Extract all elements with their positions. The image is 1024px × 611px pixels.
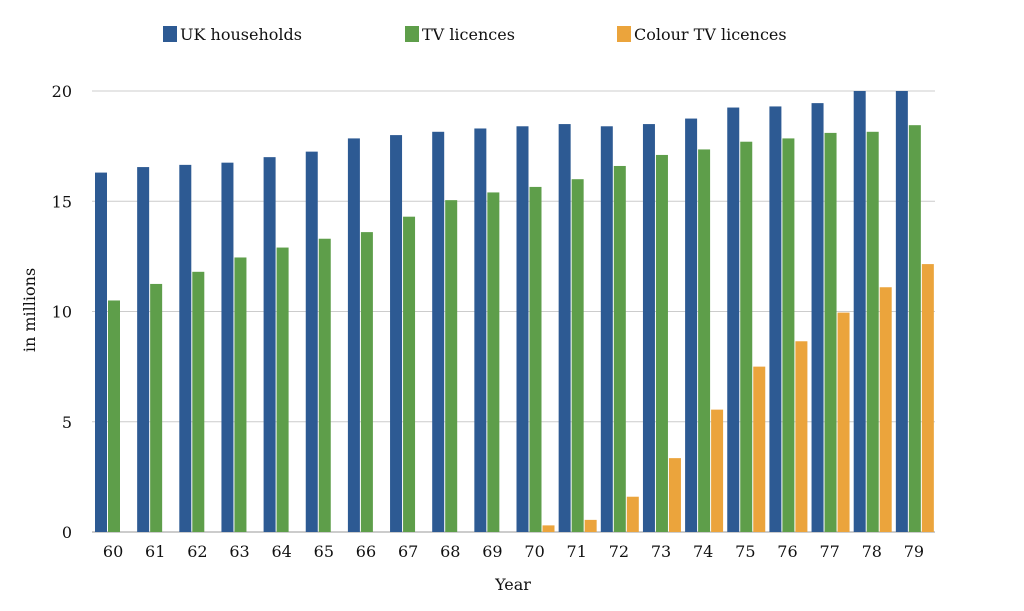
x-tick-label: 64 bbox=[271, 542, 291, 561]
bar-tv-licences bbox=[655, 154, 668, 532]
y-tick-label: 10 bbox=[52, 303, 72, 322]
x-tick-label: 74 bbox=[693, 542, 713, 561]
bar-tv-licences bbox=[740, 141, 753, 532]
bar-tv-licences bbox=[150, 283, 163, 532]
x-tick-label: 66 bbox=[356, 542, 376, 561]
x-tick-label: 67 bbox=[398, 542, 418, 561]
y-axis-ticks: 0 5 10 15 20 bbox=[52, 82, 72, 542]
x-tick-label: 68 bbox=[440, 542, 460, 561]
bar-uk-households bbox=[811, 103, 824, 532]
y-axis-label: in millions bbox=[20, 268, 39, 352]
bar-uk-households bbox=[600, 126, 613, 532]
bar-uk-households bbox=[685, 118, 698, 532]
bar-tv-licences bbox=[318, 238, 331, 533]
bar-uk-households bbox=[347, 138, 360, 532]
bar-uk-households bbox=[432, 131, 445, 533]
x-tick-label: 73 bbox=[651, 542, 671, 561]
bar-tv-licences bbox=[234, 257, 247, 532]
y-tick-label: 20 bbox=[52, 82, 72, 101]
bar-uk-households bbox=[769, 106, 782, 532]
bar-colour-tv-licences bbox=[879, 287, 892, 532]
legend-swatch bbox=[617, 26, 631, 42]
x-tick-label: 65 bbox=[314, 542, 334, 561]
bar-tv-licences bbox=[276, 247, 289, 532]
bar-uk-households bbox=[305, 151, 318, 532]
x-tick-label: 69 bbox=[482, 542, 502, 561]
bar-tv-licences bbox=[403, 216, 416, 532]
y-tick-label: 15 bbox=[52, 192, 72, 211]
y-tick-label: 5 bbox=[62, 413, 72, 432]
bar-uk-households bbox=[95, 172, 107, 532]
x-tick-label: 62 bbox=[187, 542, 207, 561]
x-tick-label: 63 bbox=[229, 542, 249, 561]
legend-swatch bbox=[405, 26, 419, 42]
legend-label: Colour TV licences bbox=[634, 25, 787, 44]
bar-tv-licences bbox=[824, 132, 837, 532]
bar-tv-licences bbox=[445, 200, 458, 532]
x-tick-label: 72 bbox=[609, 542, 629, 561]
bar-uk-households bbox=[516, 126, 529, 532]
bar-tv-licences bbox=[192, 271, 205, 532]
bar-colour-tv-licences bbox=[795, 341, 808, 532]
bar-tv-licences bbox=[529, 186, 542, 533]
bar-tv-licences bbox=[487, 192, 500, 532]
bar-uk-households bbox=[895, 91, 908, 532]
x-tick-label: 60 bbox=[103, 542, 123, 561]
bar-colour-tv-licences bbox=[837, 312, 850, 532]
bars bbox=[95, 91, 934, 533]
x-tick-label: 75 bbox=[735, 542, 755, 561]
x-axis-ticks: 60 61 62 63 64 65 66 67 68 69 70 71 72 73 74 75 76 77 78 79 bbox=[103, 542, 924, 561]
y-tick-label: 0 bbox=[62, 523, 72, 542]
bar-uk-households bbox=[727, 107, 740, 532]
bar-tv-licences bbox=[866, 131, 879, 533]
legend-swatch bbox=[163, 26, 177, 42]
bar-uk-households bbox=[474, 128, 487, 533]
bar-colour-tv-licences bbox=[584, 519, 597, 532]
bar-tv-licences bbox=[571, 179, 584, 532]
bar-uk-households bbox=[221, 162, 234, 532]
bar-tv-licences bbox=[782, 138, 795, 532]
bar-tv-licences bbox=[698, 149, 711, 532]
legend-label: UK households bbox=[180, 25, 302, 44]
legend-label: TV licences bbox=[422, 25, 515, 44]
x-tick-label: 70 bbox=[524, 542, 544, 561]
bar-tv-licences bbox=[108, 300, 120, 532]
bar-colour-tv-licences bbox=[668, 458, 681, 532]
x-axis-label: Year bbox=[494, 575, 531, 594]
x-tick-label: 71 bbox=[567, 542, 587, 561]
bar-uk-households bbox=[137, 167, 150, 532]
bar-colour-tv-licences bbox=[921, 264, 934, 532]
x-tick-label: 61 bbox=[145, 542, 165, 561]
bar-tv-licences bbox=[360, 232, 373, 532]
legend: UK households TV licences Colour TV licenc… bbox=[163, 25, 787, 44]
bar-uk-households bbox=[558, 124, 571, 532]
bar-tv-licences bbox=[613, 165, 626, 532]
bar-colour-tv-licences bbox=[711, 409, 724, 532]
bar-uk-households bbox=[263, 157, 276, 532]
bar-uk-households bbox=[179, 164, 192, 532]
bar-colour-tv-licences bbox=[753, 366, 766, 532]
x-tick-label: 76 bbox=[777, 542, 797, 561]
x-tick-label: 78 bbox=[862, 542, 882, 561]
bar-tv-licences bbox=[908, 125, 921, 533]
x-tick-label: 77 bbox=[819, 542, 839, 561]
x-tick-label: 79 bbox=[904, 542, 924, 561]
bar-uk-households bbox=[853, 91, 866, 532]
bar-uk-households bbox=[642, 124, 655, 532]
bar-colour-tv-licences bbox=[542, 525, 555, 532]
gridlines bbox=[92, 90, 935, 533]
bar-uk-households bbox=[390, 135, 403, 532]
bar-colour-tv-licences bbox=[626, 496, 639, 532]
